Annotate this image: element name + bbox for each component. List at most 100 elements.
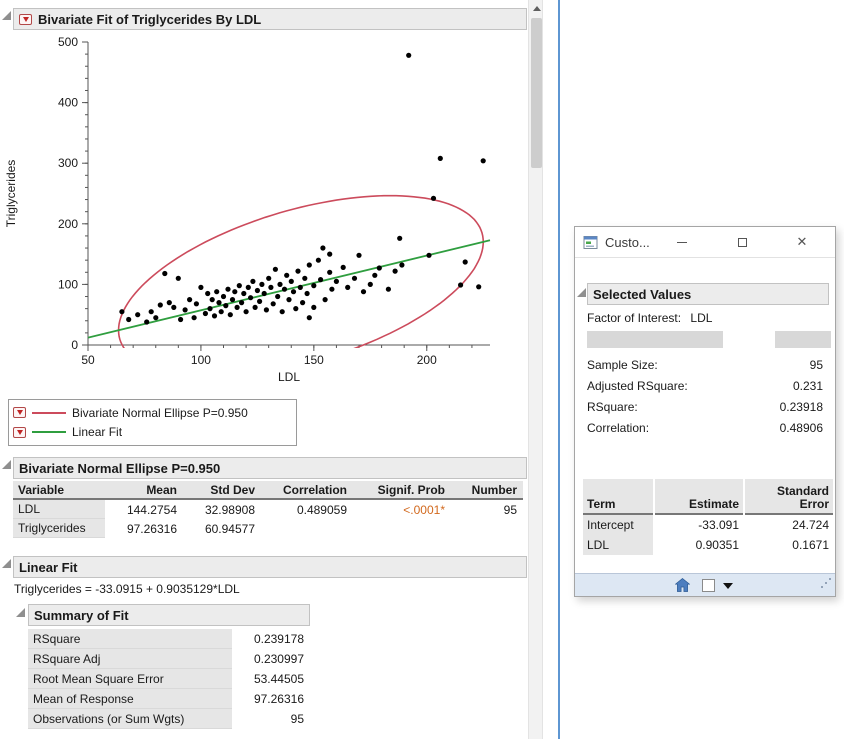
stat-label: Correlation: xyxy=(587,421,649,435)
scatter-points xyxy=(119,53,486,325)
dropdown-arrow-icon[interactable] xyxy=(723,583,733,589)
vertical-scrollbar[interactable] xyxy=(528,0,543,739)
cell-std-dev: 60.94577 xyxy=(183,519,261,538)
section-title: Selected Values xyxy=(593,287,691,302)
stat-value: 0.23918 xyxy=(780,400,823,414)
window-title: Custo... xyxy=(605,235,650,250)
disclosure-triangle-icon[interactable] xyxy=(2,460,11,469)
legend: Bivariate Normal Ellipse P=0.950 Linear … xyxy=(8,399,297,446)
home-icon xyxy=(675,578,690,592)
x-tick-label: 100 xyxy=(191,353,211,367)
legend-row-ellipse: Bivariate Normal Ellipse P=0.950 xyxy=(13,403,292,422)
disclosure-triangle-icon[interactable] xyxy=(16,608,25,617)
cell-estimate: 0.90351 xyxy=(655,535,743,555)
close-button[interactable]: ✕ xyxy=(787,227,817,257)
stat-value: 95 xyxy=(810,358,823,372)
disclosure-triangle-icon[interactable] xyxy=(2,11,11,20)
y-tick-label: 300 xyxy=(58,156,78,170)
scroll-up-arrow-icon xyxy=(533,6,541,11)
y-tick-label: 100 xyxy=(58,277,78,291)
disclosure-triangle-icon[interactable] xyxy=(2,559,11,568)
ellipse-line-swatch xyxy=(32,412,66,414)
legend-row-linear-fit: Linear Fit xyxy=(13,423,292,442)
home-button[interactable] xyxy=(675,578,690,592)
y-tick-label: 500 xyxy=(58,35,78,49)
cell-correlation xyxy=(261,519,353,538)
resize-grip[interactable] xyxy=(829,578,831,580)
stat-row: RSquare: 0.23918 xyxy=(587,396,823,417)
blank-input-field[interactable] xyxy=(587,331,723,348)
cell-correlation: 0.489059 xyxy=(261,500,353,519)
y-tick-label: 0 xyxy=(71,338,78,352)
report-title: Bivariate Fit of Triglycerides By LDL xyxy=(38,12,261,27)
fit-line-swatch xyxy=(32,431,66,433)
x-tick-label: 200 xyxy=(417,353,437,367)
cell-value: 0.230997 xyxy=(232,649,310,669)
stat-row: Correlation: 0.48906 xyxy=(587,417,823,438)
row-label: Triglycerides xyxy=(13,519,105,538)
stat-value: 0.48906 xyxy=(780,421,823,435)
column-header: Mean xyxy=(105,481,183,500)
stat-row: Sample Size: 95 xyxy=(587,354,823,375)
summary-of-fit-table: RSquare 0.239178 RSquare Adj 0.230997 Ro… xyxy=(28,629,310,729)
row-label: Intercept xyxy=(583,515,653,535)
column-header: Standard Error xyxy=(745,479,833,515)
scatterplot[interactable]: 501001502000100200300400500LDLTriglyceri… xyxy=(0,32,528,397)
window-bottom-bar xyxy=(575,573,835,596)
cell-value: 53.44505 xyxy=(232,669,310,689)
section-title: Linear Fit xyxy=(19,560,78,575)
linear-fit-header: Linear Fit xyxy=(13,556,527,578)
cell-mean: 144.2754 xyxy=(105,500,183,519)
stat-label: Sample Size: xyxy=(587,358,658,372)
custom-window: Custo... ✕ Selected Values Factor of Int… xyxy=(574,226,836,597)
scrollbar-thumb[interactable] xyxy=(531,18,542,168)
red-triangle-menu-icon[interactable] xyxy=(13,427,26,438)
summary-of-fit-header: Summary of Fit xyxy=(28,604,310,626)
maximize-button[interactable] xyxy=(727,227,757,257)
legend-label: Bivariate Normal Ellipse P=0.950 xyxy=(72,406,248,420)
window-titlebar[interactable]: Custo... ✕ xyxy=(575,227,835,258)
scroll-up-button[interactable] xyxy=(529,0,544,16)
row-label: RSquare Adj xyxy=(28,649,232,669)
x-tick-label: 150 xyxy=(304,353,324,367)
window-edge-divider xyxy=(558,0,560,739)
cell-value: 95 xyxy=(232,709,310,729)
x-axis-title: LDL xyxy=(278,370,300,384)
factor-value: LDL xyxy=(690,311,712,325)
factor-of-interest: Factor of Interest: LDL xyxy=(587,311,712,325)
cell-signif-prob xyxy=(353,519,451,538)
y-axis-title: Triglycerides xyxy=(4,160,18,228)
row-label: LDL xyxy=(13,500,105,519)
maximize-icon xyxy=(738,238,747,247)
cell-mean: 97.26316 xyxy=(105,519,183,538)
red-triangle-menu-icon[interactable] xyxy=(19,14,32,25)
cell-number: 95 xyxy=(451,500,523,519)
row-label: LDL xyxy=(583,535,653,555)
cell-estimate: -33.091 xyxy=(655,515,743,535)
column-header: Term xyxy=(583,479,653,515)
cell-value: 0.239178 xyxy=(232,629,310,649)
column-header: Variable xyxy=(13,481,105,500)
blank-input-field[interactable] xyxy=(775,331,831,348)
column-header: Std Dev xyxy=(183,481,261,500)
cell-value: 97.26316 xyxy=(232,689,310,709)
disclosure-triangle-icon[interactable] xyxy=(577,288,586,297)
y-tick-label: 200 xyxy=(58,217,78,231)
selected-values-header: Selected Values xyxy=(587,283,829,305)
legend-label: Linear Fit xyxy=(72,425,122,439)
minimize-icon xyxy=(677,242,687,243)
row-label: Mean of Response xyxy=(28,689,232,709)
cell-std-error: 24.724 xyxy=(745,515,833,535)
column-header: Estimate xyxy=(655,479,743,515)
x-tick-label: 50 xyxy=(81,353,95,367)
column-header: Correlation xyxy=(261,481,353,500)
factor-label: Factor of Interest: xyxy=(587,311,681,325)
minimize-button[interactable] xyxy=(667,227,697,257)
red-triangle-menu-icon[interactable] xyxy=(13,407,26,418)
row-label: RSquare xyxy=(28,629,232,649)
section-title: Bivariate Normal Ellipse P=0.950 xyxy=(19,461,220,476)
cell-signif-prob: <.0001* xyxy=(353,500,451,519)
report-header: Bivariate Fit of Triglycerides By LDL xyxy=(13,8,527,30)
checkbox[interactable] xyxy=(702,579,715,592)
column-header: Number xyxy=(451,481,523,500)
